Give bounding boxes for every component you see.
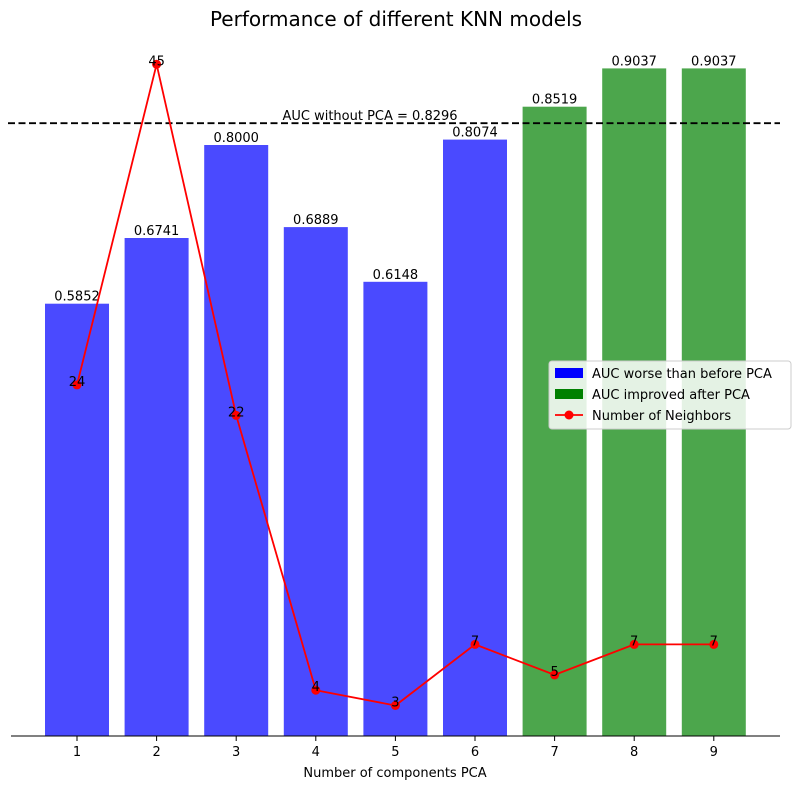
bar-5 — [363, 281, 428, 736]
x-tick-label: 8 — [630, 745, 638, 760]
reference-line-group: AUC without PCA = 0.8296 — [8, 109, 780, 124]
chart-title: Performance of different KNN models — [210, 7, 582, 31]
neighbors-point — [72, 380, 82, 390]
neighbors-point — [550, 670, 560, 680]
x-tick-label: 6 — [471, 745, 479, 760]
legend-label: AUC worse than before PCA — [592, 367, 772, 382]
bar-3 — [204, 145, 269, 736]
neighbors-value-label: 3 — [391, 696, 399, 711]
neighbors-point — [470, 639, 480, 649]
neighbors-point — [390, 701, 400, 710]
x-axis-label: Number of components PCA — [303, 766, 486, 781]
legend-label: AUC improved after PCA — [592, 388, 750, 403]
neighbors-point — [152, 59, 162, 69]
x-tick-label: 3 — [232, 745, 240, 760]
neighbors-value-label: 7 — [471, 634, 479, 649]
legend-swatch — [555, 389, 583, 399]
x-tick-label: 9 — [710, 745, 718, 760]
legend-marker — [564, 410, 574, 420]
bar-value-label: 0.8074 — [452, 126, 498, 141]
neighbors-value-label: 7 — [710, 634, 718, 649]
neighbors-value-label: 5 — [550, 665, 558, 680]
legend-swatch — [555, 368, 583, 378]
bar-value-label: 0.9037 — [691, 54, 737, 69]
neighbors-point — [629, 639, 639, 649]
bar-6 — [443, 139, 507, 737]
bar-value-label: 0.8000 — [213, 131, 259, 146]
neighbors-point — [231, 410, 241, 420]
bar-value-label: 0.5852 — [54, 290, 100, 305]
bar-value-label: 0.8519 — [532, 93, 578, 108]
x-tick-label: 2 — [152, 745, 160, 760]
neighbors-value-label: 24 — [69, 375, 86, 390]
neighbors-value-label: 7 — [630, 634, 638, 649]
bar-value-label: 0.6889 — [293, 213, 339, 228]
bar-1 — [45, 303, 109, 736]
x-tick-label: 1 — [73, 745, 81, 760]
bar-value-label: 0.6741 — [134, 224, 180, 239]
neighbors-value-label: 45 — [148, 54, 165, 69]
legend: AUC worse than before PCA AUC improved af… — [548, 360, 792, 430]
x-axis: 1 2 3 4 5 6 7 8 9 — [11, 735, 780, 760]
x-tick-label: 4 — [312, 745, 320, 760]
neighbors-line-group: 24 45 22 4 3 7 5 7 7 — [69, 54, 719, 711]
bar-4 — [283, 227, 348, 736]
bar-value-label: 0.6148 — [373, 268, 419, 283]
x-tick-label: 7 — [550, 745, 558, 760]
neighbors-value-label: 22 — [228, 405, 245, 420]
legend-box — [548, 360, 792, 430]
bar-value-label: 0.9037 — [611, 54, 657, 69]
neighbors-point — [311, 685, 321, 695]
x-tick-label: 5 — [391, 745, 399, 760]
reference-line-label: AUC without PCA = 0.8296 — [282, 109, 457, 124]
neighbors-value-label: 4 — [312, 680, 320, 695]
bar-2 — [124, 238, 189, 736]
legend-label: Number of Neighbors — [592, 409, 731, 424]
neighbors-point — [709, 639, 719, 649]
